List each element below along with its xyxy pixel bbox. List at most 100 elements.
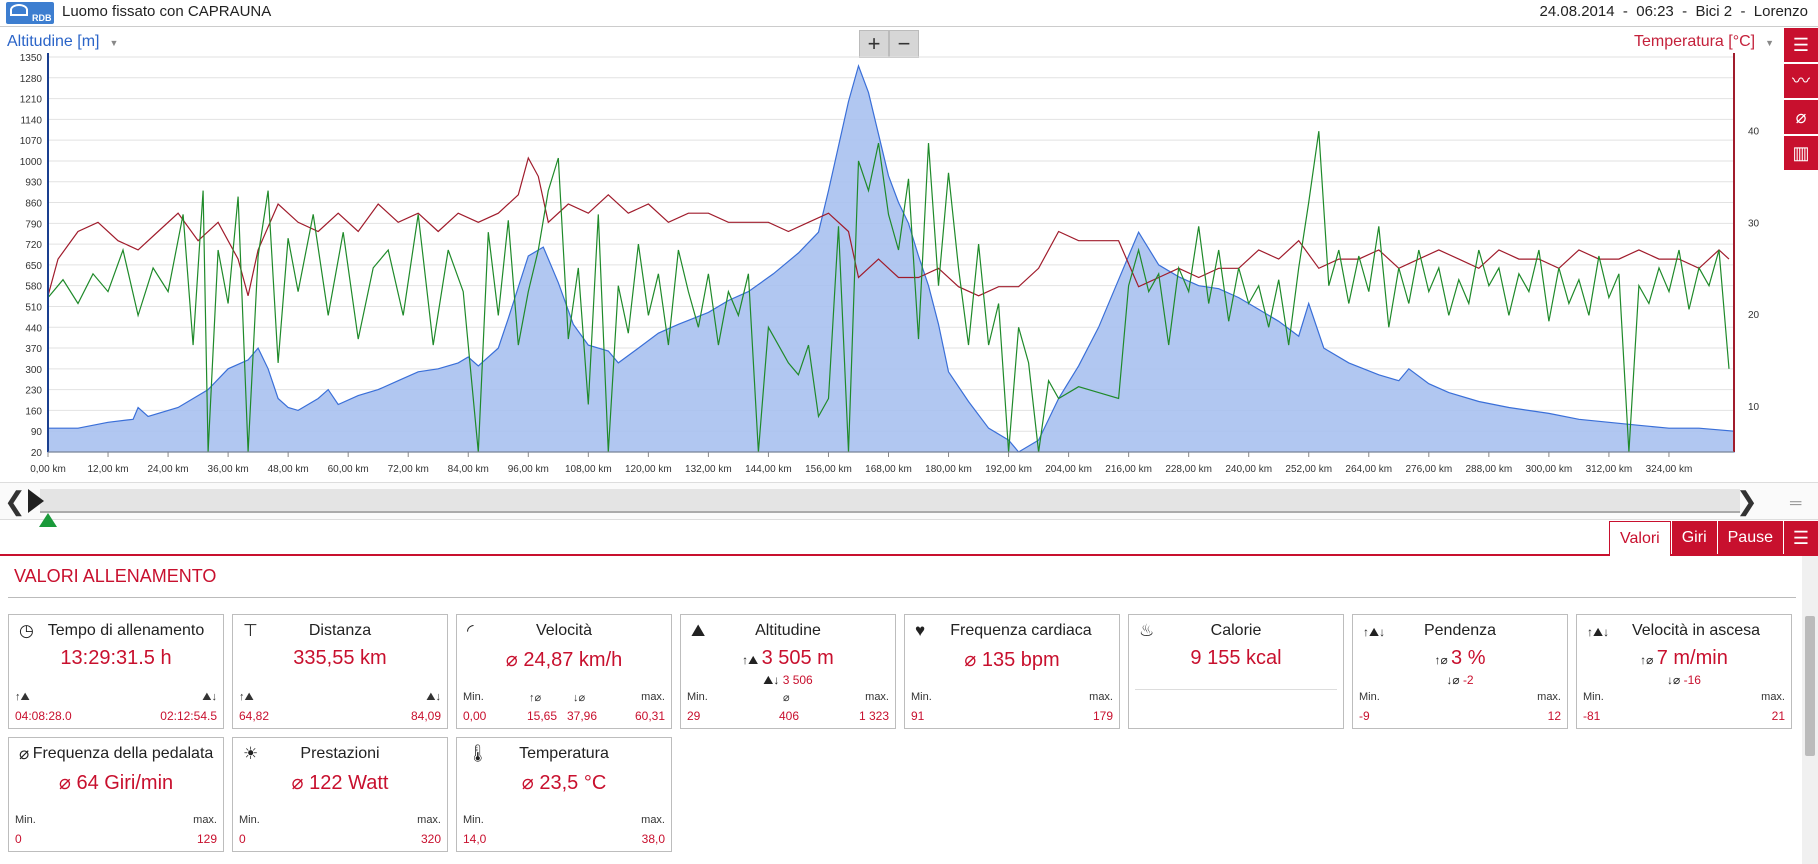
position-marker[interactable] — [39, 513, 57, 527]
card-title: Tempo di allenamento — [47, 622, 205, 639]
scroller-menu-icon[interactable]: ═ — [1790, 495, 1802, 512]
card-title: Velocità — [535, 622, 593, 639]
scroll-thumb[interactable] — [1805, 616, 1815, 756]
left-axis-select[interactable]: Altitudine [m] ▼ — [7, 33, 119, 50]
chevron-down-icon: ▼ — [109, 38, 119, 48]
card-title: Distanza — [308, 622, 372, 639]
card-value: ⌀ 122 Watt — [291, 772, 389, 794]
min-label: Min. — [463, 814, 484, 826]
x-tick-label: 276,00 km — [1405, 464, 1452, 475]
temperature-line-series — [47, 156, 1730, 297]
thermometer-icon: 🌡 — [467, 744, 489, 763]
tab-valori[interactable]: Valori — [1609, 521, 1671, 556]
zoom-out-button[interactable]: − — [889, 30, 919, 58]
min-value: 14,0 — [463, 832, 487, 846]
max-label: max. — [641, 814, 665, 826]
x-tick-label: 36,00 km — [208, 464, 249, 475]
card-velocita: ◜ Velocità ⌀ 24,87 km/h Min. ↑⌀ ↓⌀ max. … — [456, 614, 672, 729]
chart-tools: ☰ 〰 ⌀ ▥ — [1784, 28, 1818, 172]
y-left-tick-label: 790 — [25, 219, 42, 230]
x-tick-label: 132,00 km — [685, 464, 732, 475]
max-value: 21 — [1771, 709, 1785, 723]
card-title: Prestazioni — [300, 745, 380, 762]
card-value: ↑⌀ 7 m/min — [1640, 647, 1728, 669]
card-subvalue: ↓⌀ -16 — [1667, 673, 1701, 687]
x-tick-label: 216,00 km — [1105, 464, 1152, 475]
uphill-icon: ↑⛰ — [15, 691, 30, 703]
tab-pause[interactable]: Pause — [1717, 521, 1783, 556]
min-value: 0 — [15, 832, 22, 846]
x-tick-label: 0,00 km — [30, 464, 66, 475]
card-subvalue: ⛰↓ 3 506 — [763, 673, 813, 687]
uphill-avg-value: 15,65 — [527, 709, 558, 723]
uphill-distance: 64,82 — [239, 709, 270, 723]
scroll-left-button[interactable]: ❮ — [4, 486, 26, 516]
zoom-in-button[interactable]: + — [859, 30, 889, 58]
bar-chart-icon[interactable]: ▥ — [1784, 136, 1818, 170]
card-value: ⌀ 24,87 km/h — [505, 649, 623, 671]
range-scroller[interactable]: ❮ ❯ ═ — [0, 482, 1818, 527]
list-icon[interactable]: ☰ — [1784, 521, 1818, 556]
scroll-track[interactable] — [40, 489, 1740, 513]
heart-icon: ♥ — [915, 621, 926, 640]
tabs-bar: Valori Giri Pause ☰ — [0, 521, 1818, 556]
y-left-tick-label: 860 — [25, 199, 42, 210]
tab-giri[interactable]: Giri — [1671, 521, 1717, 556]
vertical-scrollbar[interactable] — [1802, 556, 1818, 864]
app-logo[interactable]: RDB — [6, 2, 54, 24]
card-distanza: ⊤ Distanza 335,55 km ↑⛰ ⛰↓ 64,82 84,09 — [232, 614, 448, 729]
y-left-tick-label: 1350 — [20, 53, 43, 64]
min-label: Min. — [15, 814, 36, 826]
max-value: 179 — [1092, 709, 1113, 723]
x-tick-label: 300,00 km — [1526, 464, 1573, 475]
min-value: -9 — [1359, 709, 1370, 723]
list-icon[interactable]: ☰ — [1784, 28, 1818, 62]
x-tick-label: 156,00 km — [805, 464, 852, 475]
max-label: max. — [865, 691, 889, 703]
downhill-avg-icon: ↓⌀ — [573, 692, 586, 704]
max-label: max. — [1089, 691, 1113, 703]
x-tick-label: 240,00 km — [1225, 464, 1272, 475]
max-label: max. — [1537, 691, 1561, 703]
right-axis-select[interactable]: Temperatura [°C] ▼ — [1634, 33, 1775, 50]
x-tick-label: 312,00 km — [1586, 464, 1633, 475]
uphill-avg-icon: ↑⌀ — [1640, 653, 1657, 667]
card-value: 335,55 km — [293, 647, 387, 669]
scroll-right-button[interactable]: ❯ — [1736, 486, 1758, 516]
card-subvalue: ↓⌀ -2 — [1446, 673, 1474, 687]
average-icon[interactable]: ⌀ — [1784, 100, 1818, 134]
card-title: Frequenza della pedalata — [32, 745, 214, 762]
x-tick-label: 12,00 km — [87, 464, 128, 475]
card-value: ⌀ 23,5 °C — [521, 772, 607, 794]
range-handle-left[interactable] — [28, 489, 44, 513]
card-pedalata: ⌀ Frequenza della pedalata ⌀ 64 Giri/min… — [8, 737, 224, 852]
y-right-tick-label: 40 — [1748, 126, 1760, 137]
card-prestazioni: ☀ Prestazioni ⌀ 122 Watt Min. max. 0 320 — [232, 737, 448, 852]
card-tempo: ◷ Tempo di allenamento 13:29:31.5 h ↑⛰ ⛰… — [8, 614, 224, 729]
y-left-tick-label: 440 — [25, 323, 42, 334]
card-value: 9 155 kcal — [1190, 647, 1282, 669]
downhill-avg-icon: ↓⌀ — [1446, 673, 1463, 687]
y-left-tick-label: 160 — [25, 406, 42, 417]
card-value: ↑⛰ 3 505 m — [742, 647, 834, 669]
uphill-icon: ↑⛰ — [742, 653, 762, 667]
card-title: Velocità in ascesa — [1631, 622, 1761, 639]
y-left-tick-label: 20 — [31, 448, 43, 459]
max-value: 1 323 — [858, 709, 889, 723]
line-chart-icon[interactable]: 〰 — [1784, 64, 1818, 98]
y-left-tick-label: 90 — [31, 427, 43, 438]
min-value: 91 — [911, 709, 925, 723]
lightbulb-icon: ☀ — [243, 744, 259, 763]
x-tick-label: 24,00 km — [148, 464, 189, 475]
card-altitudine: ⛰ Altitudine ↑⛰ 3 505 m ⛰↓ 3 506 Min. ⌀ … — [680, 614, 896, 729]
speedometer-icon: ◜ — [467, 621, 474, 640]
workout-title: Luomo fissato con CAPRAUNA — [62, 3, 272, 20]
chart-svg[interactable]: 1350 1280 1210 1140 1070 1000 930 860 790 720 650 5… — [0, 28, 1780, 480]
max-value: 38,0 — [641, 832, 665, 846]
avg-value: 406 — [779, 709, 800, 723]
divider — [1135, 689, 1337, 690]
y-left-tick-label: 1140 — [20, 115, 42, 126]
clock-icon: ◷ — [19, 621, 34, 640]
y-left-tick-label: 1070 — [20, 136, 43, 147]
uphill-icon: ↑⛰ — [239, 691, 254, 703]
